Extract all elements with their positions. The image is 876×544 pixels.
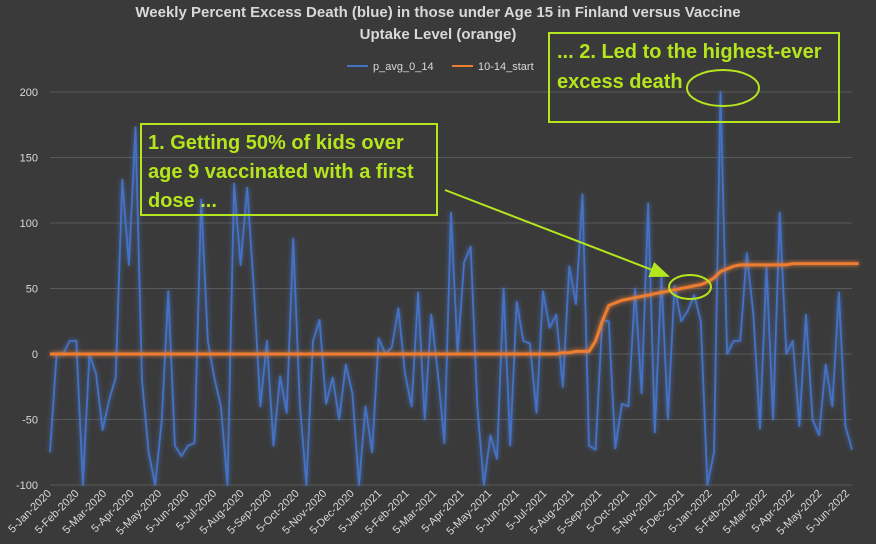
y-tick-label: 100 bbox=[20, 218, 38, 230]
legend-label-blue: p_avg_0_14 bbox=[373, 61, 434, 73]
annotation-2-box bbox=[548, 32, 840, 123]
annotation-circle-peak bbox=[686, 69, 760, 107]
annotation-2-line-2: excess death bbox=[557, 71, 683, 93]
annotation-1-box bbox=[140, 123, 438, 216]
annotation-arrow bbox=[444, 189, 670, 277]
y-tick-label: 200 bbox=[20, 87, 38, 99]
series-lines bbox=[49, 91, 859, 486]
series-line-p_avg_0_14 bbox=[49, 91, 853, 486]
y-axis-ticks: -100 -50 0 50 100 150 200 bbox=[16, 87, 38, 492]
y-tick-label: -50 bbox=[22, 415, 38, 427]
annotation-1-line-2: age 9 vaccinated with a first bbox=[148, 161, 414, 183]
annotation-1-line-3: dose ... bbox=[148, 190, 217, 212]
chart-title-line-1: Weekly Percent Excess Death (blue) in th… bbox=[135, 4, 740, 21]
chart-title-line-2: Uptake Level (orange) bbox=[360, 26, 517, 43]
y-tick-label: 150 bbox=[20, 153, 38, 165]
annotation-2-line-1: ... 2. Led to the highest-ever bbox=[557, 41, 822, 63]
y-tick-label: -100 bbox=[16, 480, 38, 492]
annotation-2: ... 2. Led to the highest-ever excess de… bbox=[548, 32, 840, 123]
legend-label-orange: 10-14_start bbox=[478, 61, 534, 73]
legend: p_avg_0_14 10-14_start bbox=[347, 61, 534, 73]
annotation-1-line-1: 1. Getting 50% of kids over bbox=[148, 132, 404, 154]
annotation-1: 1. Getting 50% of kids over age 9 vaccin… bbox=[140, 123, 438, 216]
y-tick-label: 0 bbox=[32, 349, 38, 361]
annotation-circle-vaccine bbox=[668, 274, 712, 300]
y-tick-label: 50 bbox=[26, 284, 38, 296]
x-axis-ticks: 5-Jan-20205-Feb-20205-Mar-20205-Apr-2020… bbox=[6, 488, 852, 538]
series-line-10-14_start bbox=[50, 262, 859, 356]
